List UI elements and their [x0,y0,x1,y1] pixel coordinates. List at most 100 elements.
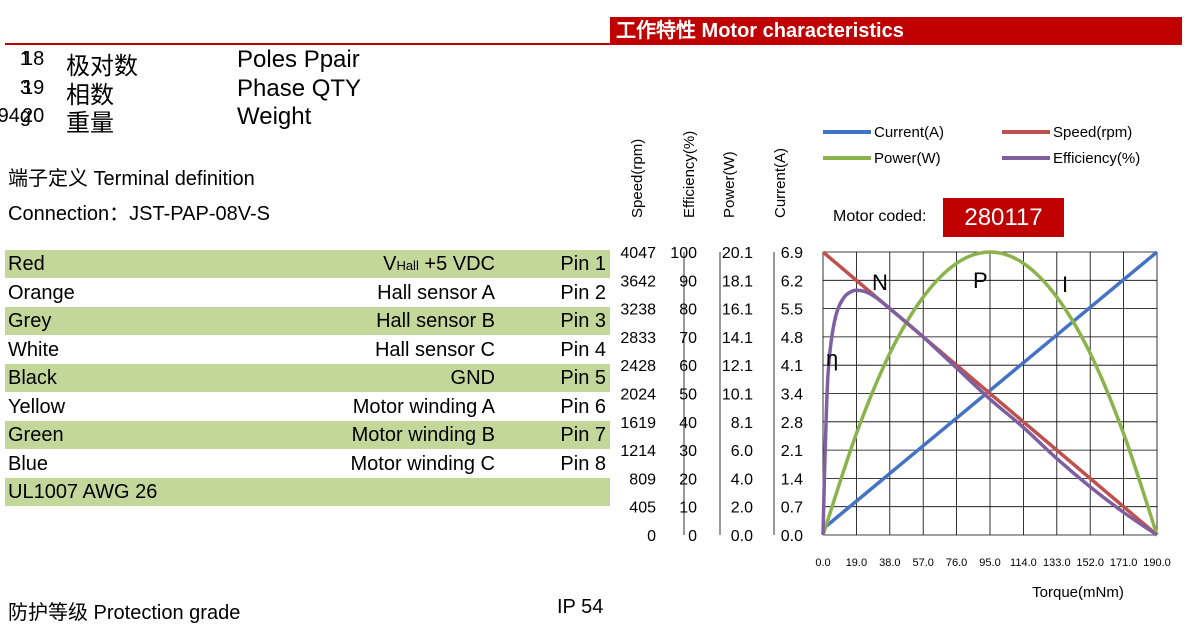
pin-row: Orange Hall sensor A Pin 2 [5,279,610,307]
func-text: +5 VDC [418,253,495,275]
series-line-0 [821,250,1159,531]
y-axis-label: Current(A) [772,148,789,218]
y-tick-label: 4.8 [781,330,803,347]
curve-annotation: η [826,346,838,371]
legend-label: Efficiency(%) [1053,150,1140,167]
pin-number: Pin 4 [560,338,606,361]
x-tick-label: 76.0 [946,557,967,569]
y-tick-label: 50 [679,387,697,404]
spec-number: 18 [22,48,45,70]
wire-color: Orange [8,281,75,304]
spec-row: 20 重量 Weight 194g [0,103,610,137]
protection-value: IP 54 [557,596,604,618]
spec-row: 19 相数 Phase QTY 3 [0,75,610,109]
y-tick-label: 2428 [620,358,656,375]
x-tick-label: 38.0 [879,557,900,569]
wire-color: White [8,338,60,361]
y-tick-label: 10.1 [722,387,753,404]
spec-en-label: Weight [237,103,312,130]
connection-label: Connection：JST-PAP-08V-S [8,203,270,225]
y-tick-label: 0 [688,528,697,545]
spec-cn-label: 重量 [66,110,114,137]
wire-color: Red [8,253,45,275]
pin-function: GND [450,367,495,389]
terminal-title: 端子定义 Terminal definition [8,168,255,190]
pin-number: Pin 2 [560,281,606,304]
x-tick-label: 95.0 [979,557,1000,569]
x-tick-label: 19.0 [846,557,867,569]
pin-number: Pin 3 [560,310,606,332]
pin-row: Yellow Motor winding A Pin 6 [5,393,610,421]
curve-annotation: I [1062,272,1068,297]
y-axis-label: Efficiency(%) [681,131,698,218]
spec-en-label: Poles Ppair [237,46,360,73]
header-rule [5,17,610,45]
y-tick-label: 6.2 [781,273,803,290]
y-tick-label: 2.8 [781,415,803,432]
spec-en-label: Phase QTY [237,75,362,102]
x-tick-label: 114.0 [1010,557,1037,569]
spec-list: 18 极对数 Poles Ppair 1 19 相数 Phase QTY 3 2… [0,46,610,137]
y-tick-label: 1214 [620,443,656,460]
y-tick-label: 0.7 [781,500,803,517]
spec-value: 3 [19,77,31,99]
y-tick-label: 70 [679,330,697,347]
curve-annotation: P [973,268,988,293]
y-axis-label: Speed(rpm) [629,139,646,218]
wire-spec-row: UL1007 AWG 26 [5,478,610,506]
wire-color: Green [8,424,64,446]
y-tick-label: 3.4 [781,387,803,404]
wire-color: Blue [8,452,49,475]
pin-row: Green Motor winding B Pin 7 [5,421,610,449]
pin-function: Hall sensor A [377,281,495,304]
y-tick-label: 0 [647,528,656,545]
x-tick-label: 190.0 [1143,557,1171,569]
x-tick-label: 0.0 [815,557,830,569]
spec-row: 18 极对数 Poles Ppair 1 [0,46,610,80]
spec-cn-label: 相数 [66,82,114,109]
y-tick-label: 12.1 [722,358,753,375]
y-tick-label: 4047 [620,245,656,262]
pin-number: Pin 5 [560,367,606,389]
y-tick-label: 5.5 [781,302,803,319]
wire-color: Yellow [8,395,66,418]
y-tick-label: 8.1 [731,415,753,432]
x-axis-label: Torque(mNm) [1032,584,1124,601]
y-tick-label: 2024 [620,387,656,404]
legend-label: Speed(rpm) [1053,124,1132,141]
spec-value: 194g [0,105,31,127]
y-tick-label: 4.0 [731,471,753,488]
series-line-2 [821,250,1159,536]
pin-row: Blue Motor winding C Pin 8 [5,450,610,478]
section-title: 工作特性 Motor characteristics [610,17,1182,45]
func-prefix: V [383,253,397,275]
y-tick-label: 18.1 [722,273,753,290]
legend-label: Current(A) [874,124,944,141]
y-tick-label: 0.0 [731,528,753,545]
y-tick-label: 405 [629,500,656,517]
y-tick-label: 4.1 [781,358,803,375]
pin-function: Motor winding A [352,395,495,418]
y-tick-label: 20 [679,471,697,488]
pin-row: White Hall sensor C Pin 4 [5,336,610,364]
spec-number: 20 [22,105,45,127]
pin-number: Pin 1 [560,253,606,275]
y-tick-label: 0.0 [781,528,803,545]
wire-spec: UL1007 AWG 26 [8,481,158,503]
wire-color: Black [8,367,57,389]
x-tick-label: 133.0 [1043,557,1071,569]
motor-code-badge: 280117 [943,198,1064,237]
pin-function: Hall sensor B [376,310,495,332]
y-axis-label: Power(W) [721,151,738,218]
y-tick-label: 1619 [620,415,656,432]
x-tick-label: 57.0 [912,557,933,569]
pin-function: Hall sensor C [374,338,495,361]
pin-number: Pin 6 [560,395,606,418]
pin-row: Black GND Pin 5 [5,364,610,392]
y-tick-label: 2.1 [781,443,803,460]
pin-number: Pin 7 [560,424,606,446]
y-tick-label: 40 [679,415,697,432]
series-line-3 [821,288,1158,537]
y-tick-label: 6.9 [781,245,803,262]
